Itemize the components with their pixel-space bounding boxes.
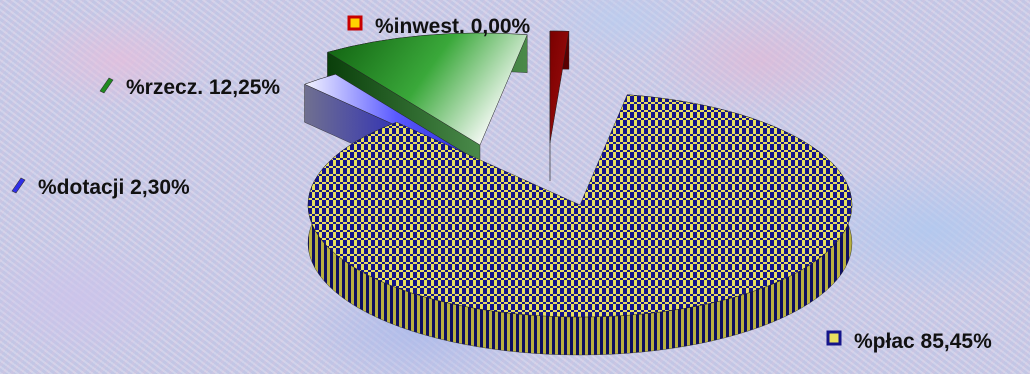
slice-rzecz xyxy=(326,32,528,146)
legend-marker-rzecz xyxy=(99,77,114,94)
legend-marker-dotacji xyxy=(11,177,26,194)
legend-item-dotacji: %dotacji 2,30% xyxy=(11,176,190,199)
legend-label-plac: %płac 85,45% xyxy=(854,330,992,353)
legend-item-inwest: %inwest. 0,00% xyxy=(347,15,531,38)
legend-marker-inwest xyxy=(347,15,363,31)
legend-label-rzecz: %rzecz. 12,25% xyxy=(126,76,280,99)
pie-slices xyxy=(304,30,853,356)
pie-legend: %płac 85,45% %dotacji 2,30% %rzecz. 12,25%… xyxy=(11,15,992,353)
legend-marker-plac xyxy=(826,330,842,346)
legend-item-plac: %płac 85,45% xyxy=(826,330,992,353)
slice-inwest xyxy=(549,30,570,144)
legend-item-rzecz: %rzecz. 12,25% xyxy=(99,76,280,99)
slice-plac xyxy=(307,94,853,318)
legend-label-dotacji: %dotacji 2,30% xyxy=(38,176,190,199)
legend-label-inwest: %inwest. 0,00% xyxy=(375,15,531,38)
